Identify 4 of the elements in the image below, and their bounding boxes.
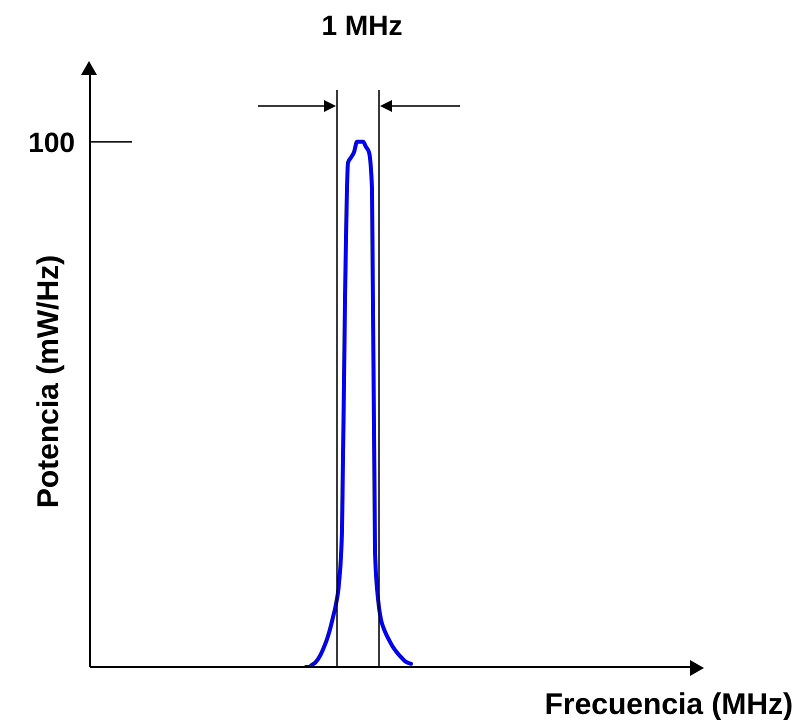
text: 1 MHz — [322, 10, 402, 41]
y-axis-title: Potencia (mW/Hz) — [32, 254, 65, 508]
x-axis-title: Frecuencia (MHz) — [544, 688, 793, 721]
text: 100 — [28, 126, 75, 158]
